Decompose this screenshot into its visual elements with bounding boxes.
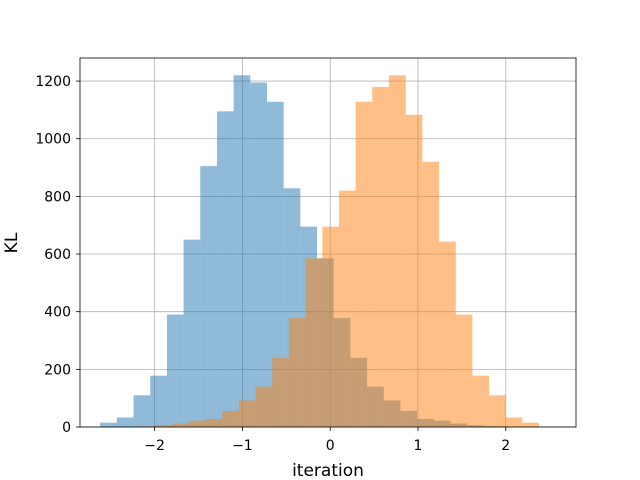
histogram-bar-series-2	[155, 425, 173, 427]
histogram-bar-series-2	[472, 375, 490, 427]
plot-frame	[79, 57, 577, 428]
x-tick-label: 0	[326, 438, 335, 454]
histogram-bar-series-2	[338, 190, 356, 427]
y-tick-label: 400	[44, 305, 71, 321]
histogram-bar-series-2	[272, 357, 289, 427]
histogram-bars	[100, 75, 540, 427]
histogram-bar-series-2	[188, 420, 206, 427]
x-tick-label: 1	[414, 438, 423, 454]
y-tick-label: 800	[44, 189, 71, 205]
histogram-bar-series-2	[172, 423, 189, 427]
histogram-bar-series-1	[250, 82, 267, 427]
histogram-bar-series-1	[216, 111, 234, 427]
histogram-bar-series-1	[133, 395, 151, 427]
y-tick-label: 1000	[35, 132, 71, 148]
histogram-bar-series-2	[205, 418, 223, 427]
histogram-bar-series-1	[233, 75, 251, 427]
y-tick-label: 0	[62, 420, 71, 436]
histogram-bar-series-2	[238, 400, 256, 427]
histogram-bar-series-2	[422, 161, 440, 427]
x-tick-label: −2	[144, 438, 165, 454]
histogram-bar-series-2	[222, 410, 239, 427]
histogram-bar-series-2	[305, 258, 323, 427]
histogram-bar-series-2	[455, 314, 473, 427]
histogram-bar-series-2	[372, 86, 390, 427]
histogram-bar-series-2	[322, 226, 339, 427]
y-tick-label: 1200	[35, 74, 71, 90]
y-tick-label: 600	[44, 247, 71, 263]
histogram-bar-series-1	[200, 166, 217, 427]
histogram-bar-series-1	[266, 101, 284, 427]
y-axis-ticks: 0 200 400 600 800 1000 1200	[35, 74, 80, 436]
histogram-bar-series-2	[405, 114, 423, 427]
x-axis-label: iteration	[292, 461, 364, 480]
histogram-bar-series-1	[150, 375, 167, 427]
histogram-bar-series-1	[100, 422, 117, 427]
histogram-bar-series-2	[489, 395, 506, 427]
x-tick-label: 2	[501, 438, 510, 454]
histogram-bar-series-2	[288, 318, 306, 427]
x-axis-ticks: −2 −1 0 1 2	[144, 427, 510, 454]
x-tick-label: −1	[232, 438, 253, 454]
histogram-bar-series-1	[183, 239, 201, 427]
histogram-bar-series-2	[255, 386, 273, 427]
histogram-bar-series-2	[505, 417, 523, 427]
histogram-bar-series-1	[116, 417, 134, 427]
histogram-bar-series-2	[439, 241, 456, 427]
histogram-bar-series-1	[166, 314, 184, 427]
y-tick-label: 200	[44, 362, 71, 378]
histogram-bar-series-2	[522, 422, 540, 427]
histogram-bar-series-2	[389, 75, 406, 427]
y-axis-label: KL	[2, 232, 22, 253]
histogram-bar-series-2	[355, 101, 373, 427]
